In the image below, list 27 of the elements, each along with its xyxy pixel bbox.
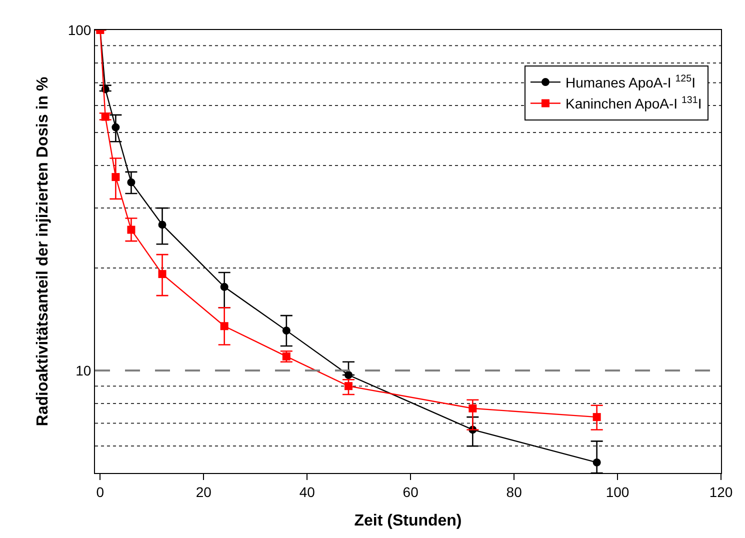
x-tick-label: 80 — [506, 484, 522, 500]
x-tick-label: 20 — [196, 484, 212, 500]
y-tick-label: 10 — [76, 362, 92, 378]
point — [344, 382, 352, 390]
point — [344, 371, 352, 379]
point — [158, 220, 166, 229]
x-tick-label: 120 — [709, 484, 733, 500]
point — [220, 322, 228, 330]
point — [112, 173, 120, 182]
point — [220, 282, 228, 291]
point — [592, 458, 601, 466]
x-axis-title: Zeit (Stunden) — [354, 512, 462, 530]
x-tick-label: 0 — [96, 484, 104, 500]
legend-label: Humanes ApoA-I $^{125}$I — [565, 74, 696, 90]
point — [127, 178, 136, 186]
point — [592, 413, 601, 422]
y-axis-title: Radioaktivitätsanteil der injizierten Dosis in % — [34, 76, 52, 426]
x-tick-label: 60 — [402, 484, 419, 500]
point — [158, 270, 166, 278]
point — [112, 123, 120, 132]
x-tick-label: 100 — [606, 484, 630, 500]
point — [282, 326, 290, 335]
point — [468, 404, 477, 412]
x-tick-label: 40 — [299, 484, 316, 500]
point — [101, 112, 110, 121]
legend-label: Kaninchen ApoA-I $^{131}$I — [565, 94, 702, 112]
point — [127, 226, 136, 234]
